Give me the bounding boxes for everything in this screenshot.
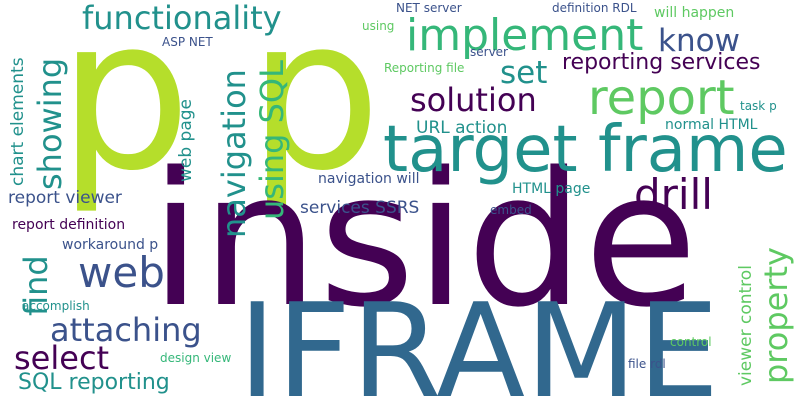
word-navigation-will: navigation will bbox=[318, 171, 420, 187]
word-p-right: p bbox=[248, 0, 382, 217]
word-using-sql: using SQL bbox=[253, 60, 291, 220]
word-property: property bbox=[757, 247, 795, 384]
word-normal-html: normal HTML bbox=[665, 117, 758, 133]
word-reporting-services: reporting services bbox=[562, 50, 761, 75]
word-html-page: HTML page bbox=[512, 181, 591, 197]
word-know: know bbox=[658, 23, 740, 59]
word-net-server: NET server bbox=[396, 1, 462, 15]
word-navigation: navigation bbox=[215, 69, 253, 238]
word-select: select bbox=[14, 339, 110, 377]
word-drill: drill bbox=[634, 170, 713, 219]
word-report-viewer: report viewer bbox=[8, 188, 122, 208]
word-definition-rdl: definition RDL bbox=[552, 1, 637, 15]
word-reporting-file: Reporting file bbox=[384, 61, 465, 75]
word-report: report bbox=[588, 70, 735, 126]
word-viewer-control: viewer control bbox=[736, 265, 756, 386]
word-attaching: attaching bbox=[50, 311, 202, 349]
word-inside: inside bbox=[150, 132, 698, 348]
word-design-view: design view bbox=[160, 351, 232, 365]
word-file-rdl: file rdl bbox=[628, 357, 666, 371]
word-functionality: functionality bbox=[82, 0, 282, 37]
word-accomplish: accomplish bbox=[22, 299, 90, 313]
word-url-action: URL action bbox=[416, 118, 508, 138]
word-solution: solution bbox=[410, 81, 537, 119]
word-implement: implement bbox=[406, 10, 644, 61]
word-asp-net: ASP NET bbox=[162, 35, 213, 49]
word-task-p: task p bbox=[740, 99, 777, 113]
word-web-page: web page bbox=[176, 98, 196, 182]
word-p-left: p bbox=[58, 0, 192, 217]
word-set: set bbox=[500, 55, 548, 91]
word-web: web bbox=[78, 248, 165, 297]
word-report-definition: report definition bbox=[12, 217, 126, 233]
word-sql-reporting: SQL reporting bbox=[18, 370, 170, 395]
word-showing: showing bbox=[31, 57, 69, 190]
word-iframe: IFRAME bbox=[238, 275, 720, 400]
word-target-frame: target frame bbox=[383, 113, 788, 187]
word-will-happen: will happen bbox=[654, 5, 735, 21]
word-server: server bbox=[470, 45, 508, 59]
word-control: control bbox=[670, 335, 712, 349]
word-chart-elements: chart elements bbox=[8, 57, 28, 186]
word-services-ssrs: services SSRS bbox=[300, 198, 420, 218]
word-using: using bbox=[362, 19, 395, 33]
word-workaround-p: workaround p bbox=[62, 237, 159, 253]
word-embed: embed bbox=[490, 203, 532, 217]
